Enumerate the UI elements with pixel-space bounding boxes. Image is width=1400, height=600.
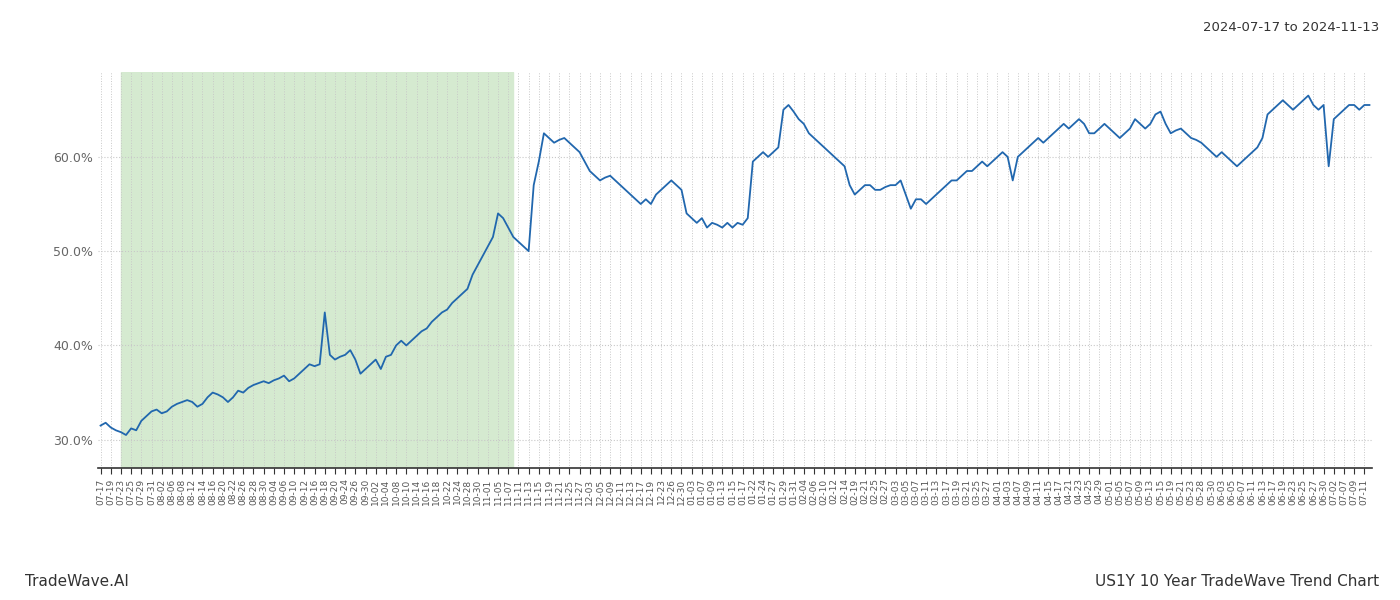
Text: 2024-07-17 to 2024-11-13: 2024-07-17 to 2024-11-13 bbox=[1203, 21, 1379, 34]
Text: US1Y 10 Year TradeWave Trend Chart: US1Y 10 Year TradeWave Trend Chart bbox=[1095, 574, 1379, 589]
Bar bbox=[120, 72, 514, 468]
Text: TradeWave.AI: TradeWave.AI bbox=[25, 574, 129, 589]
